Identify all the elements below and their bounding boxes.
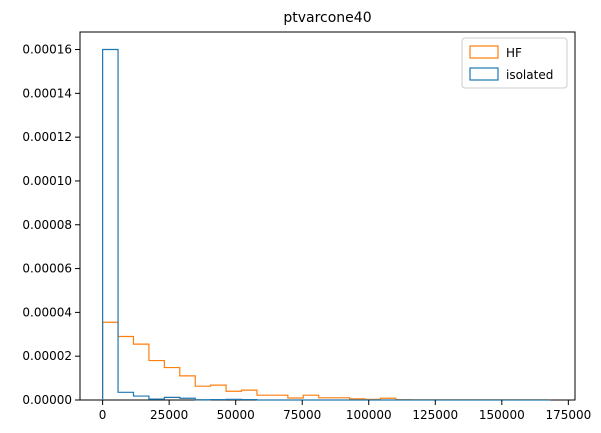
x-axis: 0 25000 50000 75000 100000 125000 150000 175000 <box>99 400 591 422</box>
legend-box <box>461 37 568 89</box>
y-tick-label: 0.00008 <box>22 218 72 232</box>
series-layer <box>102 48 551 401</box>
y-tick-label: 0.00016 <box>22 43 72 57</box>
x-tick-label: 75000 <box>283 408 321 422</box>
x-tick-label: 150000 <box>479 408 525 422</box>
y-tick-label: 0.00002 <box>22 349 72 363</box>
chart-title: ptvarcone40 <box>283 10 371 26</box>
x-tick-label: 125000 <box>412 408 458 422</box>
y-tick-label: 0.00000 <box>22 393 72 407</box>
y-tick-label: 0.00006 <box>22 262 72 276</box>
y-tick-label: 0.00010 <box>22 174 72 188</box>
legend-label-isolated: isolated <box>506 68 553 82</box>
series-line-HF <box>102 321 551 401</box>
legend-label-HF: HF <box>506 46 522 60</box>
y-axis: 0.00000 0.00002 0.00004 0.00006 0.00008 0.000… <box>22 43 80 407</box>
y-tick-label: 0.00004 <box>22 305 72 319</box>
series-line-isolated <box>102 48 551 401</box>
y-tick-label: 0.00012 <box>22 130 72 144</box>
legend-swatch-HF <box>469 45 499 59</box>
x-tick-label: 175000 <box>545 408 591 422</box>
x-tick-label: 25000 <box>150 408 188 422</box>
x-tick-label: 100000 <box>346 408 392 422</box>
x-tick-label: 50000 <box>217 408 255 422</box>
legend: HF isolated <box>461 37 568 89</box>
legend-swatch-isolated <box>469 67 499 81</box>
x-tick-label: 0 <box>99 408 107 422</box>
y-tick-label: 0.00014 <box>22 86 72 100</box>
